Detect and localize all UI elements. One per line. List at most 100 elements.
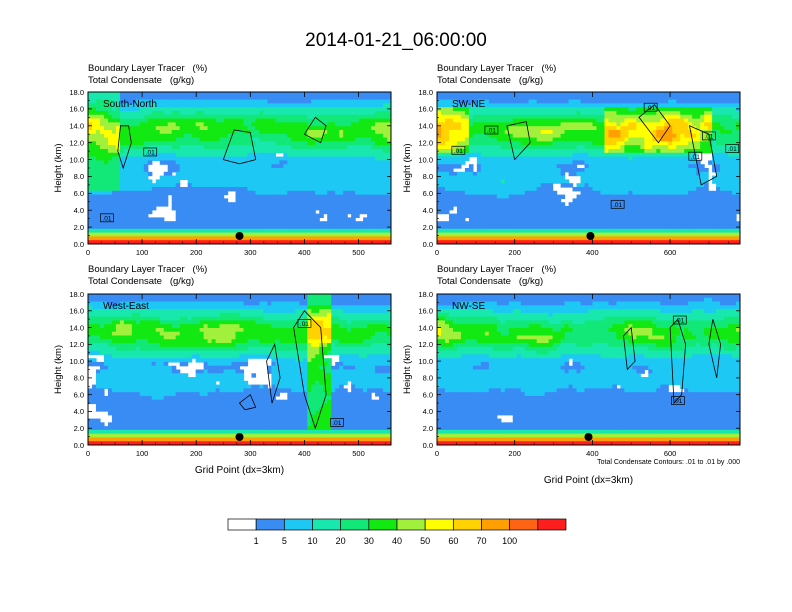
- contour-label: .01: [675, 318, 684, 325]
- contour-label: .01: [332, 420, 341, 427]
- y-tick-label: 0.0: [423, 240, 433, 249]
- colorbar-swatch: [424, 518, 454, 531]
- condensate-contour: [238, 394, 257, 411]
- y-tick-label: 16.0: [69, 307, 84, 316]
- y-tick-label: 10.0: [418, 155, 433, 164]
- contour-label: .01: [487, 128, 496, 135]
- x-tick-label: 600: [664, 449, 677, 458]
- y-tick-label: 14.0: [418, 122, 433, 131]
- contour-label-box: [672, 315, 687, 325]
- x-tick-label: 300: [244, 449, 257, 458]
- y-axis-label: Height (km): [53, 143, 64, 192]
- condensate-contour: [688, 125, 718, 186]
- panel-1-header-tracer: Boundary Layer Tracer (%): [88, 63, 208, 74]
- y-tick-label: 10.0: [69, 155, 84, 164]
- colorbar-label: 20: [336, 536, 346, 546]
- y-tick-label: 8.0: [423, 374, 433, 383]
- colorbar: 1 5 10 20 30 40 50 60 70 100: [227, 518, 567, 546]
- x-tick-label: 500: [352, 449, 365, 458]
- y-tick-label: 4.0: [74, 407, 84, 416]
- y-tick-label: 10.0: [418, 357, 433, 366]
- y-tick-label: 0.0: [74, 240, 84, 249]
- y-tick-label: 6.0: [74, 189, 84, 198]
- y-tick-label: 18.0: [418, 88, 433, 97]
- condensate-contour: [669, 318, 687, 405]
- contour-label: .01: [646, 105, 655, 112]
- x-tick-label: 200: [508, 248, 521, 257]
- contour-label: .01: [146, 150, 155, 157]
- panel-4-header-tracer: Boundary Layer Tracer (%): [437, 264, 557, 275]
- y-axis-label: Height (km): [402, 345, 413, 394]
- y-axis-label: Height (km): [402, 143, 413, 192]
- x-tick-label: 0: [86, 449, 90, 458]
- x-tick-label: 400: [586, 449, 599, 458]
- y-tick-label: 8.0: [423, 172, 433, 181]
- colorbar-label: 70: [476, 536, 486, 546]
- y-tick-label: 4.0: [74, 206, 84, 215]
- condensate-contour: [638, 104, 671, 144]
- contour-label: .01: [704, 134, 713, 141]
- condensate-contour: [222, 129, 257, 165]
- page-title: 2014-01-21_06:00:00: [305, 30, 487, 51]
- contour-label: .01: [454, 148, 463, 155]
- colorbar-swatch: [340, 518, 370, 531]
- y-tick-label: 18.0: [69, 88, 84, 97]
- y-tick-label: 12.0: [69, 138, 84, 147]
- contour-label: .01: [673, 398, 682, 405]
- panel-name: West-East: [103, 301, 149, 312]
- colorbar-swatch: [509, 518, 539, 531]
- x-tick-label: 400: [298, 449, 311, 458]
- x-axis-label: Grid Point (dx=3km): [195, 465, 284, 476]
- y-tick-label: 12.0: [418, 340, 433, 349]
- condensate-contour: [117, 125, 132, 170]
- contour-label: .01: [613, 202, 622, 209]
- location-marker: [586, 232, 595, 240]
- tracer-field-panel-1: [88, 92, 391, 244]
- panel-1: .01 .01 South-North 0.0 2.0 4.0 6.0 8.0 10.0 12.0…: [53, 88, 392, 257]
- condensate-contour: [303, 116, 327, 144]
- x-tick-label: 600: [664, 248, 677, 257]
- panel-name: South-North: [103, 99, 157, 110]
- colorbar-label: 50: [420, 536, 430, 546]
- contour-label-box: [451, 145, 466, 155]
- contour-label: .01: [728, 146, 737, 153]
- tracer-field-panel-4: [437, 294, 740, 445]
- x-tick-label: 200: [190, 248, 203, 257]
- y-tick-label: 16.0: [418, 105, 433, 114]
- y-tick-label: 2.0: [423, 424, 433, 433]
- condensate-contour: [293, 310, 327, 430]
- contour-label-box: [330, 418, 344, 427]
- panel-1-header-condensate: Total Condensate (g/kg): [88, 75, 195, 86]
- contour-label: .01: [102, 215, 111, 222]
- contour-label: .01: [691, 154, 700, 161]
- contour-label-box: [670, 396, 685, 405]
- colorbar-swatch: [255, 518, 285, 531]
- colorbar-swatch: [227, 518, 257, 531]
- contour-label-box: [143, 147, 158, 157]
- condensate-contour: [623, 326, 636, 371]
- location-marker: [235, 232, 244, 240]
- panel-3-header-tracer: Boundary Layer Tracer (%): [88, 264, 208, 275]
- y-tick-label: 6.0: [423, 189, 433, 198]
- panel-name: SW-NE: [452, 99, 485, 110]
- colorbar-label: 5: [282, 536, 287, 546]
- condensate-contour: [266, 342, 281, 404]
- y-tick-label: 18.0: [69, 290, 84, 299]
- y-tick-label: 14.0: [418, 323, 433, 332]
- colorbar-swatch: [537, 518, 567, 531]
- contour-label-box: [643, 102, 658, 112]
- contour-label-box: [610, 199, 625, 209]
- panel-4: .01 .01 NW-SE 0.0 2.0 4.0 6.0 8.0 10.0 12.0 14.0 16…: [402, 290, 741, 458]
- y-tick-label: 18.0: [418, 290, 433, 299]
- y-axis-label: Height (km): [53, 345, 64, 394]
- x-tick-label: 400: [586, 248, 599, 257]
- colorbar-swatch: [396, 518, 426, 531]
- y-tick-label: 6.0: [74, 390, 84, 399]
- colorbar-label: 30: [364, 536, 374, 546]
- y-tick-label: 8.0: [74, 172, 84, 181]
- colorbar-label: 60: [448, 536, 458, 546]
- panel-4-header-condensate: Total Condensate (g/kg): [437, 276, 544, 287]
- y-tick-label: 4.0: [423, 407, 433, 416]
- tracer-field-panel-3: [88, 294, 391, 445]
